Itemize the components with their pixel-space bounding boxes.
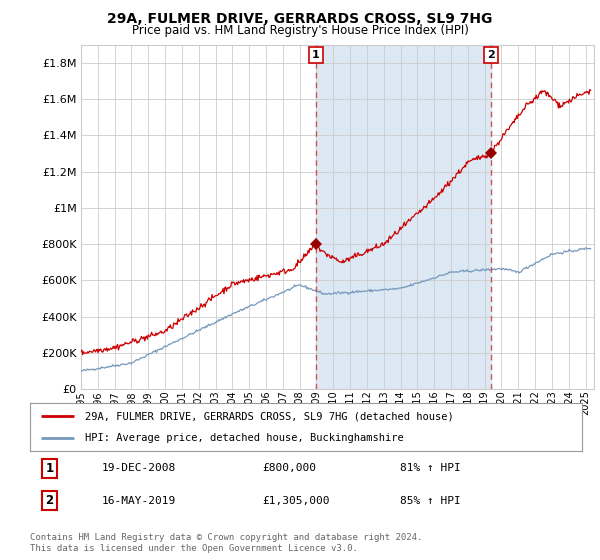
Text: 19-DEC-2008: 19-DEC-2008 (102, 464, 176, 473)
Text: 1: 1 (45, 462, 53, 475)
Text: 2: 2 (45, 494, 53, 507)
Bar (316, 45, 491, 389)
Text: 1: 1 (312, 50, 320, 60)
Text: £800,000: £800,000 (262, 464, 316, 473)
Text: 85% ↑ HPI: 85% ↑ HPI (400, 496, 461, 506)
Text: Price paid vs. HM Land Registry's House Price Index (HPI): Price paid vs. HM Land Registry's House … (131, 24, 469, 36)
Text: 29A, FULMER DRIVE, GERRARDS CROSS, SL9 7HG (detached house): 29A, FULMER DRIVE, GERRARDS CROSS, SL9 7… (85, 411, 454, 421)
Text: Contains HM Land Registry data © Crown copyright and database right 2024.
This d: Contains HM Land Registry data © Crown c… (30, 533, 422, 553)
Text: HPI: Average price, detached house, Buckinghamshire: HPI: Average price, detached house, Buck… (85, 433, 404, 443)
Text: 29A, FULMER DRIVE, GERRARDS CROSS, SL9 7HG: 29A, FULMER DRIVE, GERRARDS CROSS, SL9 7… (107, 12, 493, 26)
Text: 2: 2 (487, 50, 495, 60)
Text: £1,305,000: £1,305,000 (262, 496, 329, 506)
Text: 81% ↑ HPI: 81% ↑ HPI (400, 464, 461, 473)
Text: 16-MAY-2019: 16-MAY-2019 (102, 496, 176, 506)
